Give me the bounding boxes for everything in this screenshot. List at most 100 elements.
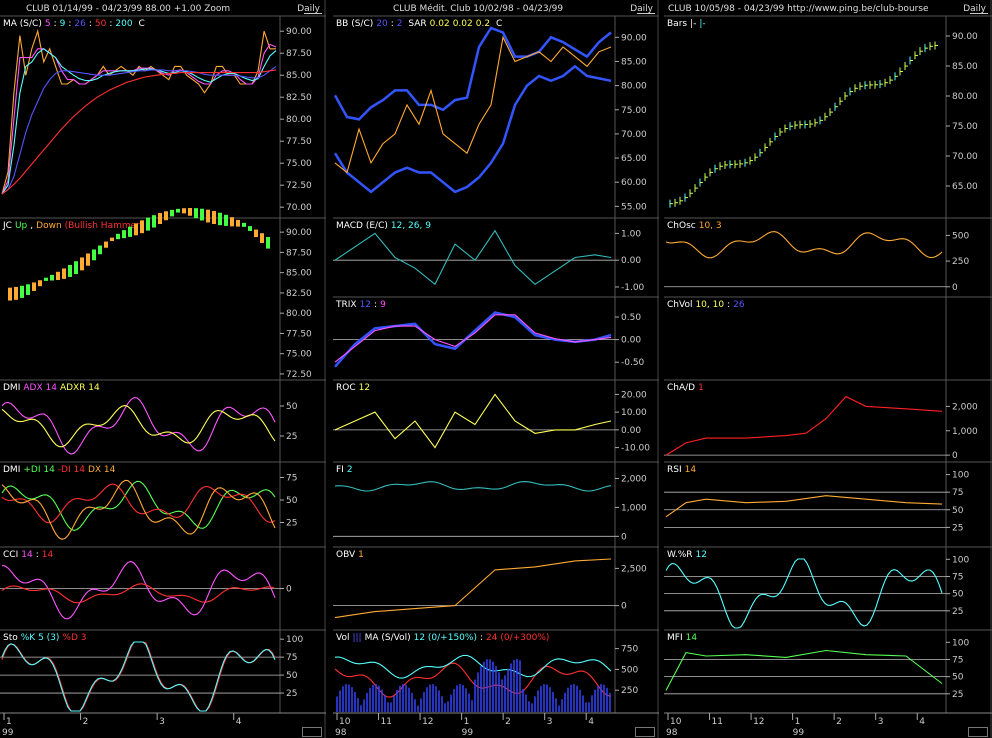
candlestick	[254, 229, 258, 238]
y-tick-label: 90.00	[286, 27, 312, 37]
x-tick-label: 4	[919, 717, 925, 727]
legend-entry: 2	[397, 19, 403, 29]
legend-entry: +DI 14	[23, 465, 55, 475]
panel-macd[interactable]: MACD (E/C) 12, 26, 9 1.00 0.00 -1.00	[333, 217, 659, 297]
legend-entry: ROC	[336, 383, 356, 393]
legend-entry: ChA/D	[667, 383, 695, 393]
panel-obv[interactable]: OBV 1 2,500 0	[333, 546, 659, 630]
y-tick-label: 85.00	[952, 62, 978, 72]
panel-bb[interactable]: BB (S/C) 20:2 SAR 0.02 0.02 0.2 C90.0085.008…	[333, 15, 659, 218]
timeframe-selector[interactable]: Daily	[630, 4, 655, 14]
y-tick-label: 100	[952, 555, 969, 565]
legend-entry: Bars	[667, 19, 687, 29]
legend-entry: 9	[380, 300, 386, 310]
legend-entry: 9	[60, 19, 66, 29]
legend-entry: 10, 3	[699, 221, 722, 231]
panel-legend: OBV 1	[336, 550, 364, 560]
legend-entry: MA (S/C)	[3, 19, 42, 29]
series-group-mfi	[665, 649, 943, 691]
legend-entry: 1	[698, 383, 704, 393]
series-line-MFI	[665, 649, 943, 691]
panel-legend: ChVol 10, 10:26	[667, 300, 745, 310]
y-tick-label: 25	[952, 607, 963, 617]
legend-entry: JC	[2, 221, 12, 231]
panel-rsi[interactable]: RSI 14 100 75 50 25	[664, 461, 992, 547]
y-tick-label: 70.00	[621, 130, 647, 140]
y-tick-label: 250	[621, 686, 638, 696]
column-title: CLUB 10/05/98 - 04/23/99 http://www.ping…	[668, 4, 929, 14]
panel-trix[interactable]: TRIX 12:9 0.50 0.00 -0.50	[333, 296, 659, 380]
panel-vol[interactable]: Vol ||| MA (S/Vol) 12 (0/+150%):24 (0/+300%…	[333, 629, 659, 713]
x-tick-label: 12	[422, 717, 433, 727]
indicator-trace	[1, 560, 276, 620]
panel-chosc[interactable]: ChOsc 10, 3 500 250 0	[664, 217, 992, 297]
legend-entry: ADX 14	[23, 383, 57, 393]
x-tick-label: 4	[236, 717, 242, 727]
scroll-handle[interactable]	[635, 727, 655, 737]
series-line-lower	[333, 64, 612, 194]
series-group-chad	[665, 395, 943, 456]
panel-fi[interactable]: FI 2 2,000 1,000 0	[333, 461, 659, 547]
legend-entry: 14	[21, 550, 33, 560]
candlestick	[110, 237, 114, 242]
indicator-trace	[1, 583, 275, 604]
candlestick	[212, 211, 216, 225]
legend-entry: FI	[336, 465, 344, 475]
candlestick	[224, 214, 228, 226]
indicator-trace	[1, 641, 276, 712]
y-tick-label: 75	[286, 474, 297, 484]
indicator-trace	[1, 405, 276, 448]
panel-ma[interactable]: MA (S/C) 5:9:26:50:200 C90.0087.5085.0082…	[0, 15, 326, 218]
candlestick	[188, 208, 192, 216]
x-tick-label: 1	[6, 717, 12, 727]
legend-entry: BB (S/C)	[336, 19, 373, 29]
chart-column-1: CLUB 01/14/99 - 04/23/99 88.00 +1.00 Zoo…	[0, 0, 326, 738]
y-tick-label: 75	[952, 488, 963, 498]
panel-dmi1[interactable]: DMI ADX 14 ADXR 14 50 25	[0, 379, 326, 462]
panel-legend: MA (S/C) 5:9:26:50:200 C	[3, 19, 145, 29]
series-line-OBV	[334, 558, 612, 619]
x-axis: 10 11 12 1 2 3 498 99	[664, 712, 992, 738]
series-group-macd	[334, 229, 612, 286]
series-group-obv	[334, 558, 612, 619]
panel-mfi[interactable]: MFI 14 100 75 50 25	[664, 629, 992, 713]
chart-column-2: CLUB Médit. Club 10/02/98 - 04/23/99 Dail…	[333, 0, 659, 738]
panel-chad[interactable]: ChA/D 1 2,000 1,000 0	[664, 379, 992, 462]
legend-entry: 14	[42, 550, 54, 560]
y-tick-label: -10.00	[621, 444, 650, 454]
timeframe-selector[interactable]: Daily	[963, 4, 988, 14]
y-tick-label: 1,000	[621, 503, 647, 513]
x-tick-label: 11	[712, 717, 723, 727]
legend-entry: 0.2	[476, 19, 490, 29]
y-tick-label: 65.00	[621, 154, 647, 164]
candlestick	[50, 274, 54, 281]
y-tick-label: 100	[952, 471, 969, 481]
scroll-handle[interactable]	[968, 727, 988, 737]
scroll-handle[interactable]	[302, 727, 322, 737]
panel-chvol[interactable]: ChVol 10, 10:26	[664, 296, 992, 380]
y-tick-label: 75.00	[952, 122, 978, 132]
legend-entry: 50	[95, 19, 107, 29]
indicator-trace	[334, 654, 612, 679]
y-tick-label: 82.50	[286, 93, 312, 103]
indicator-trace	[1, 641, 276, 712]
timeframe-selector[interactable]: Daily	[297, 4, 322, 14]
legend-entry: Up	[15, 221, 28, 231]
y-tick-label: 75	[952, 655, 963, 665]
y-tick-label: 0.50	[621, 313, 641, 323]
panel-dmi2[interactable]: DMI +DI 14 -DI 14 DX 14 75 50 25	[0, 461, 326, 547]
candlestick	[80, 257, 84, 271]
legend-entry: 12	[696, 550, 707, 560]
candlestick	[86, 253, 90, 266]
panel-legend: MFI 14	[667, 633, 697, 643]
series-line-9	[1, 48, 277, 195]
series-group-rsi	[665, 495, 943, 518]
panel-sto[interactable]: Sto %K 5 (3) %D 3 100 75 50 25	[0, 629, 326, 713]
legend-entry: W.%R	[667, 550, 693, 560]
panel-wr[interactable]: W.%R 12 100 75 50 25	[664, 546, 992, 630]
y-tick-label: 75.00	[621, 106, 647, 116]
panel-jc[interactable]: JC Up, Down (Bullish Hammer) 90.00 87.50 85.00…	[0, 217, 326, 380]
legend-entry: 26	[74, 19, 86, 29]
legend-entry: ChOsc	[667, 221, 696, 231]
